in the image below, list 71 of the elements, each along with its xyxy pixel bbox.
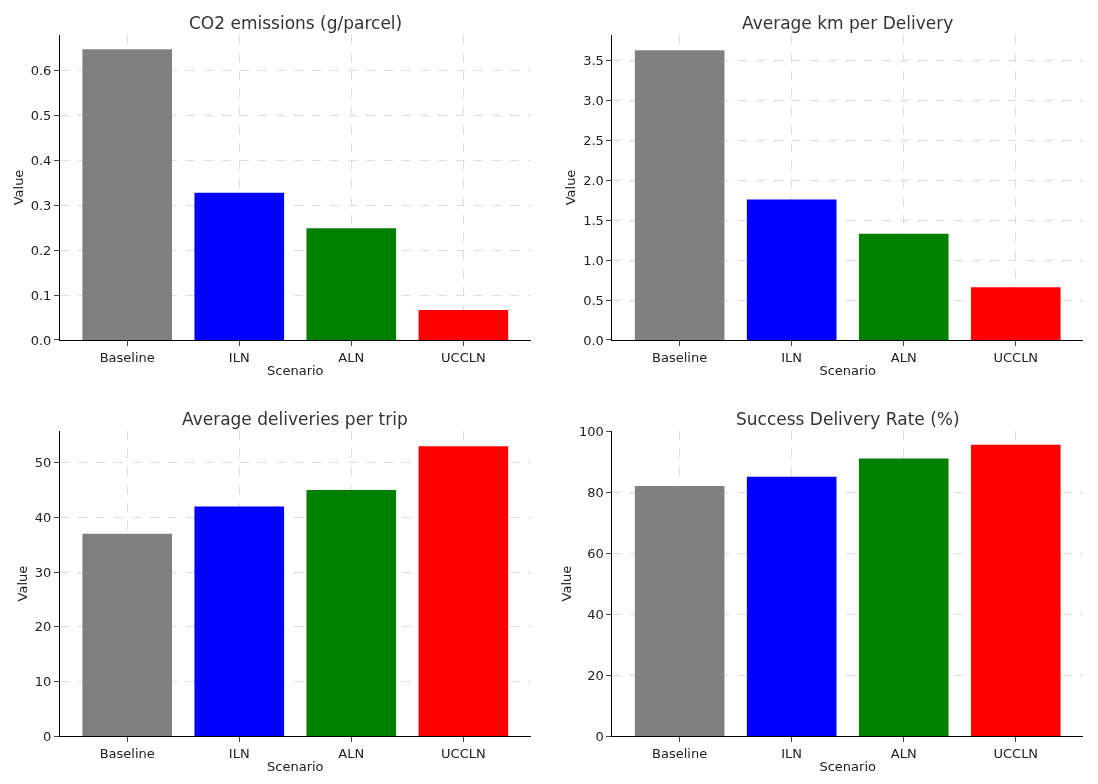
x-axis-title: Scenario [819, 363, 877, 379]
y-tick-label: 2.5 [583, 132, 604, 148]
bar [858, 458, 949, 736]
x-tick-label: UCCLN [441, 349, 486, 365]
y-tick-label: 1.0 [583, 252, 604, 268]
y-tick-label: 0.5 [583, 292, 604, 308]
y-tick-label: 0.0 [583, 332, 604, 348]
x-tick-label: Baseline [652, 349, 708, 365]
bar [418, 446, 509, 736]
x-tick-label: ILN [228, 745, 250, 761]
x-tick-label: ILN [781, 349, 803, 365]
y-tick-label: 60 [587, 545, 604, 561]
y-tick-label: 3.5 [583, 53, 604, 69]
x-tick-label: ALN [890, 349, 917, 365]
bar [634, 50, 725, 340]
bar [418, 309, 509, 340]
bar [858, 233, 949, 340]
y-tick-label: 3.0 [583, 93, 604, 109]
y-tick-label: 30 [34, 564, 52, 580]
bar [746, 476, 837, 736]
y-axis-title: Value [558, 565, 574, 602]
y-tick-label: 10 [34, 673, 52, 689]
y-tick-label: 1.5 [583, 212, 604, 228]
bar [746, 199, 837, 340]
chart-title: Success Delivery Rate (%) [736, 409, 960, 429]
x-tick-label: Baseline [99, 349, 155, 365]
bar [82, 49, 173, 340]
y-axis-title: Value [14, 565, 30, 602]
x-axis-title: Scenario [267, 759, 324, 775]
x-tick-label: UCCLN [441, 745, 486, 761]
y-tick-label: 40 [587, 606, 604, 622]
chart-title: CO2 emissions (g/parcel) [189, 13, 403, 33]
y-tick-label: 100 [578, 423, 604, 439]
y-tick-label: 0.5 [30, 108, 52, 124]
x-tick-label: UCCLN [993, 349, 1039, 365]
bar [970, 444, 1061, 736]
x-tick-label: ILN [228, 349, 250, 365]
y-tick-label: 0 [595, 728, 604, 744]
y-axis-title: Value [563, 169, 579, 206]
y-tick-label: 0 [43, 728, 52, 744]
chart-title: Average deliveries per trip [182, 409, 408, 429]
x-tick-label: ALN [338, 745, 365, 761]
bar [634, 485, 725, 736]
x-axis-title: Scenario [819, 759, 877, 775]
x-tick-label: Baseline [99, 745, 155, 761]
y-tick-label: 0.4 [30, 153, 52, 169]
x-tick-label: UCCLN [993, 745, 1039, 761]
x-tick-label: ILN [781, 745, 803, 761]
bar [306, 228, 397, 340]
bar [194, 192, 285, 340]
x-tick-label: ALN [890, 745, 917, 761]
bar [306, 490, 397, 736]
bar [82, 533, 173, 736]
x-tick-label: Baseline [652, 745, 708, 761]
y-tick-label: 0.6 [30, 63, 52, 79]
y-tick-label: 0.1 [30, 287, 52, 303]
chart-title: Average km per Delivery [742, 13, 954, 33]
x-axis-title: Scenario [267, 363, 324, 379]
y-tick-label: 50 [34, 455, 52, 471]
y-tick-label: 20 [34, 619, 52, 635]
y-tick-label: 2.0 [583, 172, 604, 188]
y-tick-label: 40 [34, 509, 52, 525]
y-tick-label: 0.0 [30, 332, 52, 348]
y-axis-title: Value [10, 169, 26, 206]
bar [970, 287, 1061, 340]
bar [194, 506, 285, 736]
y-tick-label: 0.2 [30, 242, 52, 258]
x-tick-label: ALN [338, 349, 365, 365]
y-tick-label: 0.3 [30, 197, 52, 213]
y-tick-label: 20 [587, 667, 604, 683]
y-tick-label: 80 [587, 484, 604, 500]
